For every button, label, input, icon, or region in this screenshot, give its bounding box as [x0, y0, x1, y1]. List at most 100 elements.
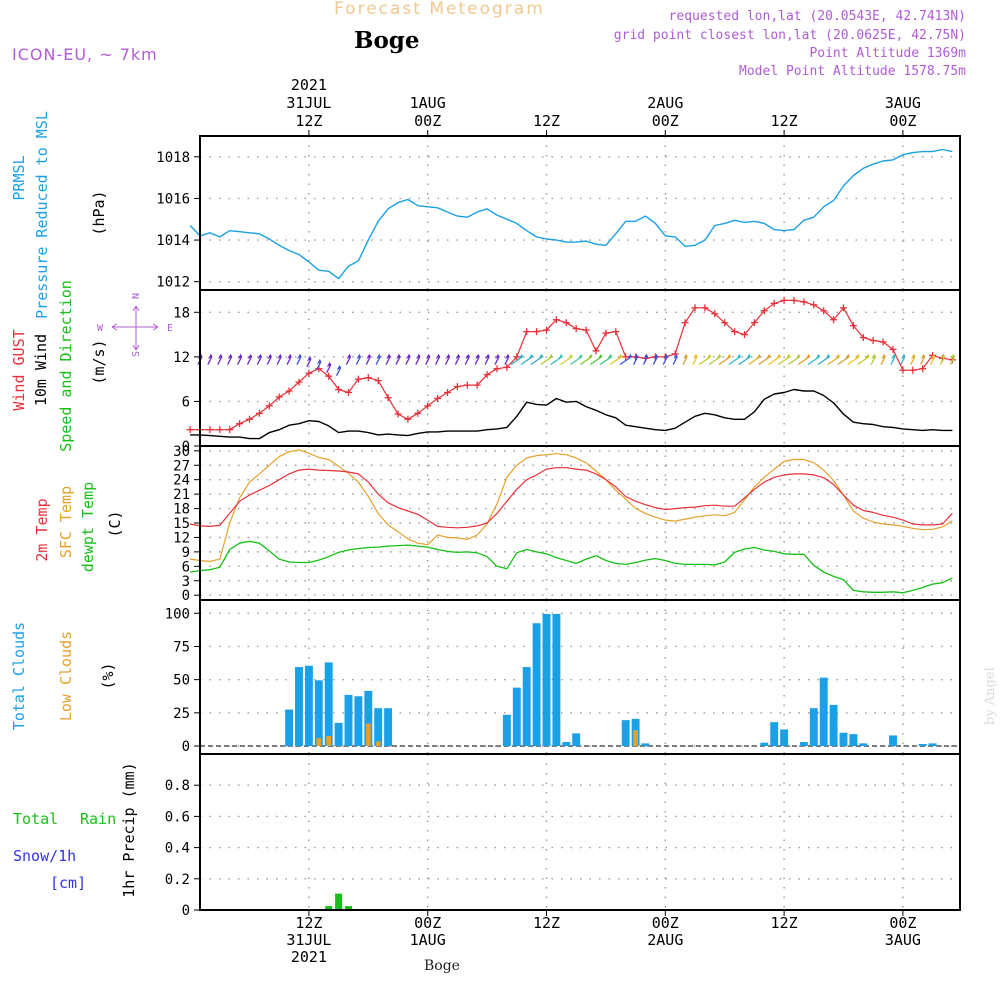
wind-direction-arrow — [236, 356, 243, 365]
precip-axis-label: 1hr Precip (mm) — [120, 762, 138, 897]
low-clouds-label: Low Clouds — [57, 631, 75, 721]
x-tick-label-top: 12Z — [533, 112, 560, 130]
wind-direction-arrowhead — [538, 353, 543, 360]
gust-marker — [513, 353, 521, 361]
gust-marker — [909, 366, 917, 374]
wind-direction-arrow — [494, 356, 500, 365]
sfc-temp-line — [190, 449, 953, 563]
wind-direction-arrowhead — [920, 353, 926, 360]
wind-direction-arrowhead — [415, 353, 421, 360]
gust-marker — [562, 319, 570, 327]
gust-marker — [503, 363, 511, 371]
total-rain-label-a: Total — [13, 810, 58, 828]
grid-layer — [200, 136, 960, 911]
y-tick-label: 0.2 — [165, 872, 190, 888]
total-clouds-bar — [334, 722, 343, 747]
gust-marker — [790, 296, 798, 304]
y-tick-label: 0.8 — [165, 778, 190, 794]
wind-direction-arrow — [949, 356, 956, 365]
gust-marker — [622, 353, 630, 361]
wind-direction-arrowhead — [825, 353, 831, 360]
total-clouds-bar — [809, 708, 818, 747]
compass-e-label: E — [167, 323, 173, 334]
wind-direction-arrowhead — [528, 353, 534, 360]
gust-marker — [919, 365, 927, 373]
gust-marker — [711, 310, 719, 318]
wind-direction-arrow — [672, 356, 678, 365]
y-tick-label: 1018 — [156, 150, 190, 166]
snow-unit-label: [cm] — [50, 874, 86, 892]
total-clouds-bar — [829, 704, 838, 747]
pressure-line — [189, 148, 953, 280]
total-clouds-bar — [621, 720, 630, 747]
gust-marker — [345, 389, 352, 397]
wind-direction-arrowhead — [673, 353, 678, 360]
wind-direction-arrow — [415, 356, 421, 365]
compass-n-label: N — [131, 293, 142, 299]
wind-direction-arrowhead — [336, 364, 342, 371]
y-tick-label: 1016 — [156, 191, 190, 207]
gust-marker — [364, 374, 372, 382]
rain-bar — [335, 893, 343, 910]
gust-marker — [582, 326, 590, 334]
wind-direction-arrow — [227, 356, 233, 365]
wind-direction-arrowhead — [900, 353, 906, 360]
total-clouds-bar — [374, 708, 383, 747]
wind-direction-arrow — [464, 356, 470, 365]
gust-marker — [275, 393, 283, 401]
wind-direction-arrowhead — [504, 353, 510, 360]
wind-direction-arrow — [296, 356, 302, 365]
wind-direction-arrow — [652, 356, 659, 365]
wind-direction-arrow — [286, 356, 292, 365]
wind-direction-arrowhead — [435, 353, 441, 360]
wind-direction-arrowhead — [518, 353, 524, 360]
total-clouds-bar — [849, 734, 858, 747]
wind-direction-arrowhead — [766, 353, 771, 360]
dewpoint-label: dewpt Temp — [79, 482, 97, 572]
x-tick-label-top: 2AUG — [647, 94, 683, 112]
grid-point-coordinates: grid point closest lon,lat (20.0625E, 42… — [613, 28, 966, 43]
x-tick-label-top: 12Z — [295, 112, 322, 130]
total-clouds-bar — [304, 665, 313, 747]
temp-unit-label: (C) — [106, 510, 124, 537]
gust-marker — [741, 331, 748, 339]
x-tick-label-top: 1AUG — [410, 94, 446, 112]
dewpoint-line — [190, 540, 953, 594]
wind-direction-arrowhead — [726, 353, 732, 360]
wind-direction-arrow — [444, 356, 451, 365]
wind-direction-arrowhead — [940, 353, 946, 360]
data-layer — [186, 148, 956, 910]
y-tick-label: 27 — [173, 458, 190, 474]
wind-direction-arrow — [276, 356, 282, 365]
y-tick-label: 0.4 — [165, 841, 190, 857]
panel-frame — [199, 599, 961, 755]
y-tick-label: 0.6 — [165, 809, 190, 825]
gust-marker — [186, 426, 194, 434]
total-clouds-bar — [918, 744, 927, 747]
wind-direction-arrowhead — [297, 353, 302, 360]
gust-marker — [533, 328, 541, 336]
gust-marker — [859, 334, 867, 342]
y-tick-label: 24 — [173, 473, 190, 489]
wind-direction-arrow — [385, 356, 391, 365]
wind-direction-arrowhead — [815, 353, 821, 360]
gust-marker — [760, 307, 768, 315]
gust-marker — [602, 329, 610, 337]
gust-marker — [879, 338, 887, 346]
wind-direction-arrowhead — [865, 353, 870, 360]
wind-direction-arrowhead — [805, 353, 811, 360]
gust-marker — [691, 304, 699, 312]
total-clouds-bar — [512, 687, 521, 747]
wind-direction-arrowhead — [587, 353, 593, 360]
wind-direction-arrow — [682, 356, 688, 365]
total-rain-label-b: Rain — [80, 810, 116, 828]
wind-direction-arrowhead — [386, 353, 391, 360]
wind-direction-arrowhead — [445, 353, 451, 360]
x-tick-label-bottom: 00Z — [889, 914, 916, 932]
wind-direction-arrowhead — [475, 353, 480, 360]
total-clouds-bar — [562, 742, 571, 747]
wind-direction-arrowhead — [558, 353, 563, 360]
footer-location: Boge — [424, 958, 460, 974]
x-tick-label-bottom: 31JUL — [286, 931, 331, 949]
total-clouds-bar — [364, 690, 373, 747]
